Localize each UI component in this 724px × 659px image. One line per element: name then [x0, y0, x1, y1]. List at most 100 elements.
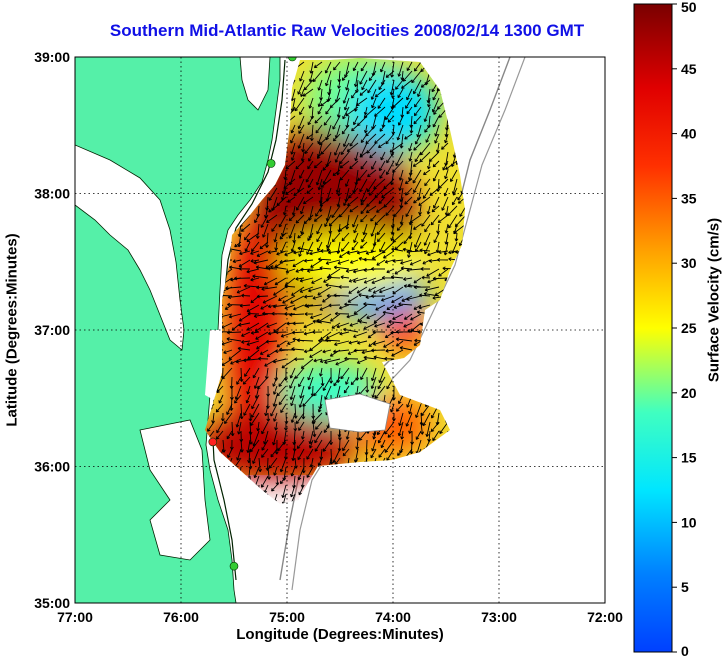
velocity-arrow [265, 232, 269, 248]
velocity-arrow [277, 439, 287, 452]
velocity-arrow [237, 421, 242, 435]
velocity-arrow [268, 205, 278, 213]
velocity-arrow [394, 268, 404, 275]
velocity-arrow [291, 205, 296, 216]
velocity-arrow [299, 385, 305, 399]
velocity-arrow [431, 205, 440, 213]
velocity-arrow [313, 61, 323, 69]
velocity-arrow [250, 330, 260, 335]
velocity-arrow [356, 250, 368, 255]
velocity-arrow [306, 268, 323, 273]
velocity-arrow [450, 169, 458, 182]
velocity-arrow [372, 430, 377, 440]
velocity-arrow [348, 286, 359, 294]
velocity-arrow [408, 421, 413, 434]
velocity-arrow [326, 275, 341, 280]
velocity-arrow [395, 151, 404, 167]
velocity-arrow [255, 331, 269, 340]
velocity-arrow [279, 232, 287, 240]
velocity-arrow [260, 304, 269, 310]
velocity-arrow [276, 250, 287, 256]
velocity-arrow [241, 293, 251, 298]
velocity-arrow [255, 265, 269, 270]
velocity-arrow [253, 376, 260, 389]
velocity-arrow [270, 448, 278, 458]
velocity-arrow [432, 430, 440, 442]
velocity-arrow [317, 403, 323, 413]
velocity-arrow [253, 466, 260, 479]
velocity-arrow [304, 312, 314, 316]
velocity-arrow [444, 223, 449, 234]
velocity-arrow [259, 241, 269, 250]
velocity-arrow [312, 295, 323, 300]
station-marker [208, 437, 218, 447]
velocity-arrow [220, 412, 225, 422]
velocity-arrow [413, 196, 422, 204]
velocity-arrow [224, 412, 233, 425]
velocity-arrow [444, 169, 449, 180]
y-tick-label: 39:00 [34, 49, 70, 65]
velocity-arrow [360, 214, 368, 223]
velocity-arrow [265, 339, 278, 344]
velocity-arrow [433, 106, 440, 115]
velocity-arrow [344, 178, 350, 187]
velocity-arrow [247, 311, 260, 316]
velocity-arrow [426, 268, 440, 277]
velocity-arrow [345, 106, 359, 117]
velocity-arrow [307, 151, 314, 162]
velocity-arrow [320, 97, 332, 107]
velocity-arrow [397, 115, 404, 126]
velocity-arrow [424, 124, 431, 133]
velocity-arrow [301, 142, 305, 153]
velocity-arrow [313, 160, 323, 169]
velocity-arrow [410, 313, 422, 321]
velocity-arrow [226, 330, 242, 335]
velocity-arrow [325, 259, 341, 265]
velocity-arrow [251, 403, 260, 418]
velocity-arrow [378, 196, 386, 204]
velocity-arrow [418, 304, 431, 310]
velocity-arrow [290, 241, 296, 253]
velocity-arrow [309, 250, 323, 256]
velocity-arrow [357, 340, 368, 345]
velocity-arrow [246, 304, 260, 313]
velocity-arrow [412, 79, 422, 95]
velocity-arrow [218, 394, 224, 404]
velocity-arrow [324, 61, 332, 74]
velocity-arrow [238, 313, 251, 322]
velocity-arrow [398, 412, 404, 427]
velocity-arrow [370, 294, 386, 299]
velocity-arrow [294, 357, 305, 362]
velocity-arrow [246, 322, 260, 331]
velocity-arrow [227, 295, 242, 300]
velocity-arrow [320, 249, 332, 253]
velocity-arrow [439, 421, 449, 434]
velocity-arrow [261, 439, 269, 451]
velocity-arrow [360, 205, 368, 215]
velocity-arrow [243, 283, 260, 288]
velocity-arrow [384, 439, 395, 453]
velocity-arrow [349, 160, 359, 170]
velocity-arrow [273, 286, 287, 296]
colorbar-tick-label: 25 [681, 320, 697, 336]
velocity-arrow [345, 214, 350, 230]
velocity-arrow [281, 223, 287, 237]
velocity-arrow [346, 313, 359, 319]
velocity-arrow [298, 394, 305, 408]
velocity-arrow [313, 214, 323, 222]
velocity-arrow [369, 151, 377, 159]
delaware-bay [239, 57, 271, 111]
velocity-arrow [230, 421, 235, 437]
velocity-arrow [306, 187, 314, 194]
velocity-arrow [307, 232, 314, 241]
velocity-arrow [342, 439, 350, 452]
velocity-arrow [281, 358, 296, 369]
velocity-arrow [317, 286, 332, 296]
velocity-arrow [408, 142, 413, 152]
velocity-arrow [404, 187, 413, 196]
velocity-arrow [282, 205, 287, 216]
velocity-arrow [376, 232, 386, 243]
velocity-arrow [333, 293, 350, 298]
velocity-arrow [306, 466, 314, 478]
velocity-arrow [311, 277, 323, 284]
